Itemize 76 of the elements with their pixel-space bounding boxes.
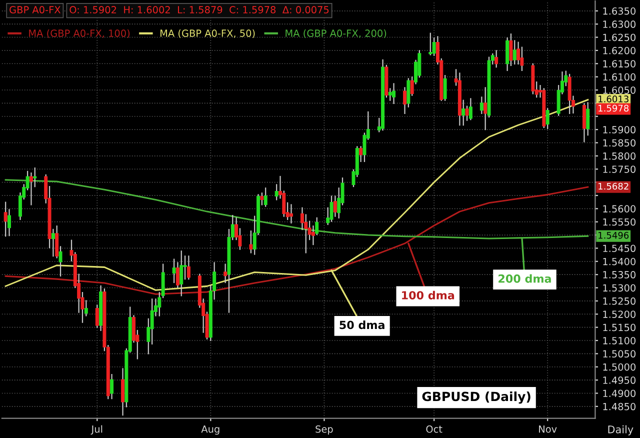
candlestick [512, 40, 516, 64]
y-tick-label: 1.5550 [603, 218, 636, 226]
y-tick-label: 1.5450 [603, 244, 636, 252]
y-tick-label: 1.6150 [603, 60, 636, 68]
y-tick-label: 1.5350 [603, 271, 636, 278]
annotation: O: 1.5902 H: 1.6002 L: 1.5879 C: 1.5978 Δ: 0.0075 [70, 6, 329, 14]
candlestick [359, 146, 363, 162]
y-tick-label: 1.5200 [603, 310, 636, 318]
legend-label: MA (GBP A0-FX, 200) [286, 29, 386, 38]
y-tick-label: 1.4850 [603, 402, 636, 410]
y-tick-label: 1.6350 [603, 7, 636, 15]
candlestick [388, 88, 392, 101]
text: GBP A0-FX [10, 6, 60, 14]
y-tick-label: 1.5100 [603, 336, 636, 344]
candlestick [494, 50, 498, 68]
annotation: 50 dma [340, 320, 384, 330]
candlestick [582, 103, 586, 142]
y-tick-label: 1.6100 [603, 73, 636, 81]
y-tick-label: 1.4900 [603, 390, 636, 398]
annotation: 1.5682 [598, 182, 628, 190]
annotation: 1.5978 [598, 104, 629, 112]
annotation: 1.6013 [598, 96, 628, 102]
candlestick [110, 374, 114, 400]
candlestick [249, 230, 253, 254]
y-tick-label: 1.5150 [603, 324, 636, 332]
legend-label: MA (GBP A0-FX, 100) [29, 29, 130, 38]
annotation: GBPUSD (Daily) [422, 391, 530, 404]
annotation: 200 dma [498, 274, 551, 283]
candlestick [180, 250, 184, 296]
candlestick [172, 258, 176, 284]
x-tick-label: Aug [201, 426, 220, 435]
candlestick [289, 204, 293, 224]
y-tick-label: 1.5750 [603, 166, 636, 173]
x-tick-label: Oct [426, 425, 442, 433]
y-tick-label: 1.5850 [603, 139, 636, 147]
y-tick-label: 1.6200 [603, 46, 636, 54]
y-tick-label: 1.6050 [603, 86, 636, 94]
y-tick-label: 1.5300 [603, 284, 636, 292]
text: Daily [608, 425, 634, 436]
candlestick [506, 38, 510, 72]
candlestick [468, 98, 472, 120]
y-tick-label: 1.5800 [603, 152, 636, 160]
y-tick-label: 1.5600 [603, 205, 636, 212]
candlestick [260, 192, 264, 206]
candlestick [546, 108, 550, 130]
candlestick [121, 368, 125, 416]
y-tick-label: 1.5250 [603, 297, 636, 305]
annotation: 1.5496 [598, 232, 629, 239]
x-tick-label: Jul [90, 425, 102, 435]
candlestick [428, 32, 432, 56]
candlestick [264, 188, 268, 207]
legend-label: MA (GBP A0-FX, 50) [160, 29, 255, 38]
candlestick [95, 304, 99, 328]
candlestick [33, 168, 37, 188]
y-tick-label: 1.4950 [603, 376, 636, 384]
candlestick [392, 83, 396, 104]
candlestick [465, 106, 469, 121]
annotation: 100 dma [402, 290, 454, 300]
candlestick [186, 256, 190, 280]
candlestick [480, 96, 484, 114]
x-tick-label: Sep [316, 425, 333, 435]
y-tick-label: 1.5050 [603, 350, 636, 358]
candlestick [4, 202, 8, 237]
y-tick-label: 1.5000 [603, 363, 636, 371]
y-tick-label: 1.6250 [603, 34, 636, 42]
x-tick-label: Nov [539, 426, 557, 433]
candlestick [462, 100, 466, 126]
candlestick [51, 228, 55, 257]
candlestick [568, 74, 572, 114]
y-tick-label: 1.5400 [603, 258, 636, 266]
candlestick [330, 196, 334, 222]
candlestick [509, 34, 513, 66]
candlestick [443, 74, 447, 101]
candlestick [484, 87, 488, 130]
y-tick-label: 1.5900 [603, 126, 636, 134]
y-tick-label: 1.6300 [603, 20, 636, 28]
